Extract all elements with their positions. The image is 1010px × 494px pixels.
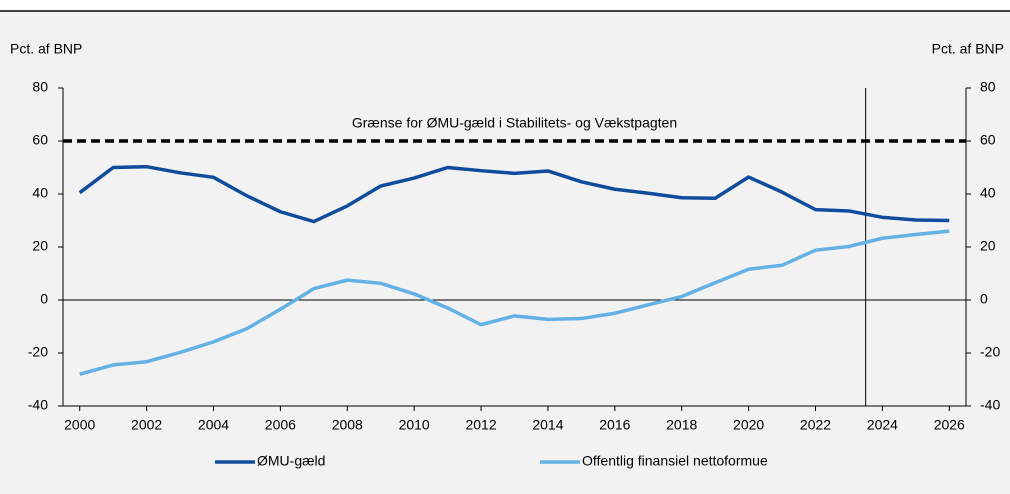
y-tick-label: 0 xyxy=(40,291,48,307)
x-tick-label: 2008 xyxy=(332,417,363,433)
x-tick-label: 2016 xyxy=(599,417,630,433)
y2-tick-label: 20 xyxy=(980,238,996,254)
y-tick-label: 20 xyxy=(32,238,48,254)
x-tick-label: 2022 xyxy=(800,417,831,433)
y-tick-label: 60 xyxy=(32,132,48,148)
y-tick-label: -40 xyxy=(28,397,48,413)
x-tick-label: 2012 xyxy=(465,417,496,433)
x-tick-label: 2014 xyxy=(532,417,563,433)
series-line xyxy=(78,164,950,224)
y2-tick-label: 60 xyxy=(980,132,996,148)
y2-tick-label: 80 xyxy=(980,79,996,95)
y-tick-label: 80 xyxy=(32,79,48,95)
legend-label: ØMU-gæld xyxy=(257,453,325,469)
reference-label: Grænse for ØMU-gæld i Stabilitets- og Væ… xyxy=(352,115,677,131)
x-tick-label: 2000 xyxy=(64,417,95,433)
x-tick-label: 2006 xyxy=(265,417,296,433)
legend-label: Offentlig finansiel nettoformue xyxy=(582,453,768,469)
series-line xyxy=(79,229,950,376)
background xyxy=(0,11,1010,494)
y2-tick-label: -20 xyxy=(980,344,1000,360)
x-tick-label: 2020 xyxy=(733,417,764,433)
y2-tick-label: -40 xyxy=(980,397,1000,413)
x-tick-label: 2018 xyxy=(666,417,697,433)
y2-axis-label: Pct. af BNP xyxy=(932,41,1004,57)
y-tick-label: 40 xyxy=(32,185,48,201)
x-tick-label: 2004 xyxy=(198,417,229,433)
x-tick-label: 2010 xyxy=(399,417,430,433)
y-axis-label: Pct. af BNP xyxy=(10,41,82,57)
y2-tick-label: 0 xyxy=(980,291,988,307)
y2-tick-label: 40 xyxy=(980,185,996,201)
y-tick-label: -20 xyxy=(28,344,48,360)
x-tick-label: 2024 xyxy=(867,417,898,433)
x-tick-label: 2002 xyxy=(131,417,162,433)
x-tick-label: 2026 xyxy=(934,417,965,433)
